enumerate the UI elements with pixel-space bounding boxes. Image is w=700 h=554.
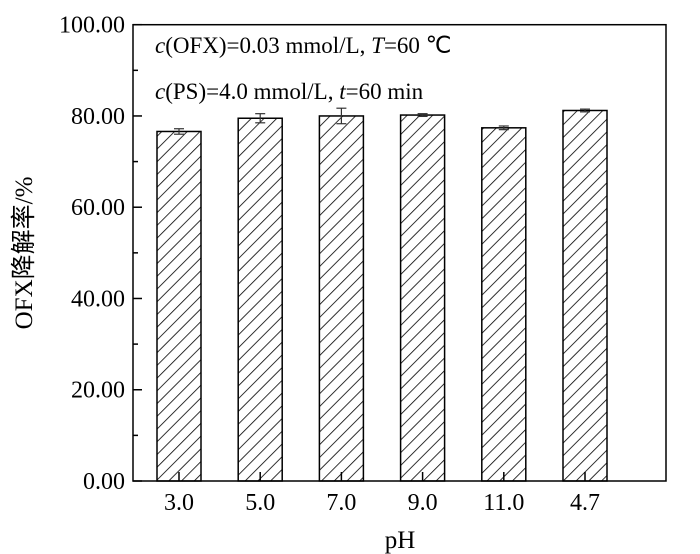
plot-frame	[132, 23, 667, 482]
y-tick-label: 0.00	[83, 469, 125, 495]
annotation-line-2: c(PS)=4.0 mmol/L, t=60 min	[155, 79, 424, 104]
bar-4.7	[562, 109, 608, 482]
x-tick-label: 3.0	[164, 490, 194, 516]
x-tick-label: 9.0	[408, 490, 438, 516]
y-tick-label: 80.00	[71, 104, 125, 130]
bar-5.0	[237, 117, 283, 482]
x-tick-label: 4.7	[570, 490, 600, 516]
bar-11.0	[481, 127, 527, 482]
x-tick-label: 11.0	[483, 490, 524, 516]
annotation-line-1: c(OFX)=0.03 mmol/L, T=60 ℃	[155, 33, 452, 58]
x-tick-label: 7.0	[326, 490, 356, 516]
bar-3.0	[156, 130, 202, 482]
y-tick-label: 20.00	[71, 378, 125, 404]
bar-7.0	[318, 115, 365, 482]
y-tick-label: 100.00	[59, 13, 125, 39]
y-axis-label: OFX降解率/%	[10, 177, 38, 330]
y-tick-label: 60.00	[71, 195, 125, 221]
y-tick-label: 40.00	[71, 286, 125, 312]
x-tick-label: 5.0	[245, 490, 275, 516]
x-axis-label: pH	[385, 527, 416, 554]
bar-9.0	[399, 114, 446, 482]
